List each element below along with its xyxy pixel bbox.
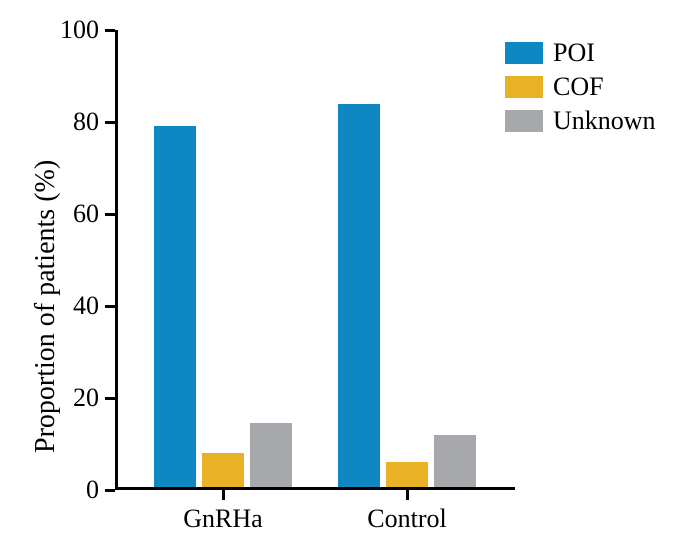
y-axis-line bbox=[115, 30, 118, 490]
plot-area bbox=[115, 30, 515, 490]
legend-swatch bbox=[505, 76, 543, 98]
legend-swatch bbox=[505, 110, 543, 132]
y-tick bbox=[105, 305, 115, 308]
chart-container: Proportion of patients (%) POI COF Unknown… bbox=[0, 0, 685, 559]
x-tick bbox=[222, 490, 225, 500]
bar-gnrha-cof bbox=[202, 453, 244, 488]
x-tick-label: Control bbox=[367, 504, 446, 534]
bar-gnrha-poi bbox=[154, 126, 196, 487]
bar-control-unknown bbox=[434, 435, 476, 487]
legend: POI COF Unknown bbox=[505, 38, 656, 140]
y-tick-label: 80 bbox=[73, 107, 99, 137]
legend-swatch bbox=[505, 42, 543, 64]
y-tick bbox=[105, 213, 115, 216]
x-tick bbox=[406, 490, 409, 500]
y-axis-title: Proportion of patients (%) bbox=[30, 160, 62, 453]
y-tick-label: 40 bbox=[73, 291, 99, 321]
legend-item-unknown: Unknown bbox=[505, 106, 656, 136]
y-tick bbox=[105, 121, 115, 124]
y-tick-label: 100 bbox=[60, 15, 99, 45]
bar-control-poi bbox=[338, 104, 380, 487]
legend-item-cof: COF bbox=[505, 72, 656, 102]
legend-label: Unknown bbox=[553, 106, 656, 136]
x-tick-label: GnRHa bbox=[183, 504, 262, 534]
bar-gnrha-unknown bbox=[250, 423, 292, 487]
y-tick bbox=[105, 397, 115, 400]
y-tick-label: 20 bbox=[73, 383, 99, 413]
y-tick-label: 0 bbox=[86, 475, 99, 505]
y-tick-label: 60 bbox=[73, 199, 99, 229]
y-tick bbox=[105, 29, 115, 32]
legend-label: POI bbox=[553, 38, 595, 68]
x-axis-line bbox=[115, 487, 515, 490]
bar-control-cof bbox=[386, 462, 428, 487]
y-tick bbox=[105, 489, 115, 492]
legend-item-poi: POI bbox=[505, 38, 656, 68]
legend-label: COF bbox=[553, 72, 604, 102]
